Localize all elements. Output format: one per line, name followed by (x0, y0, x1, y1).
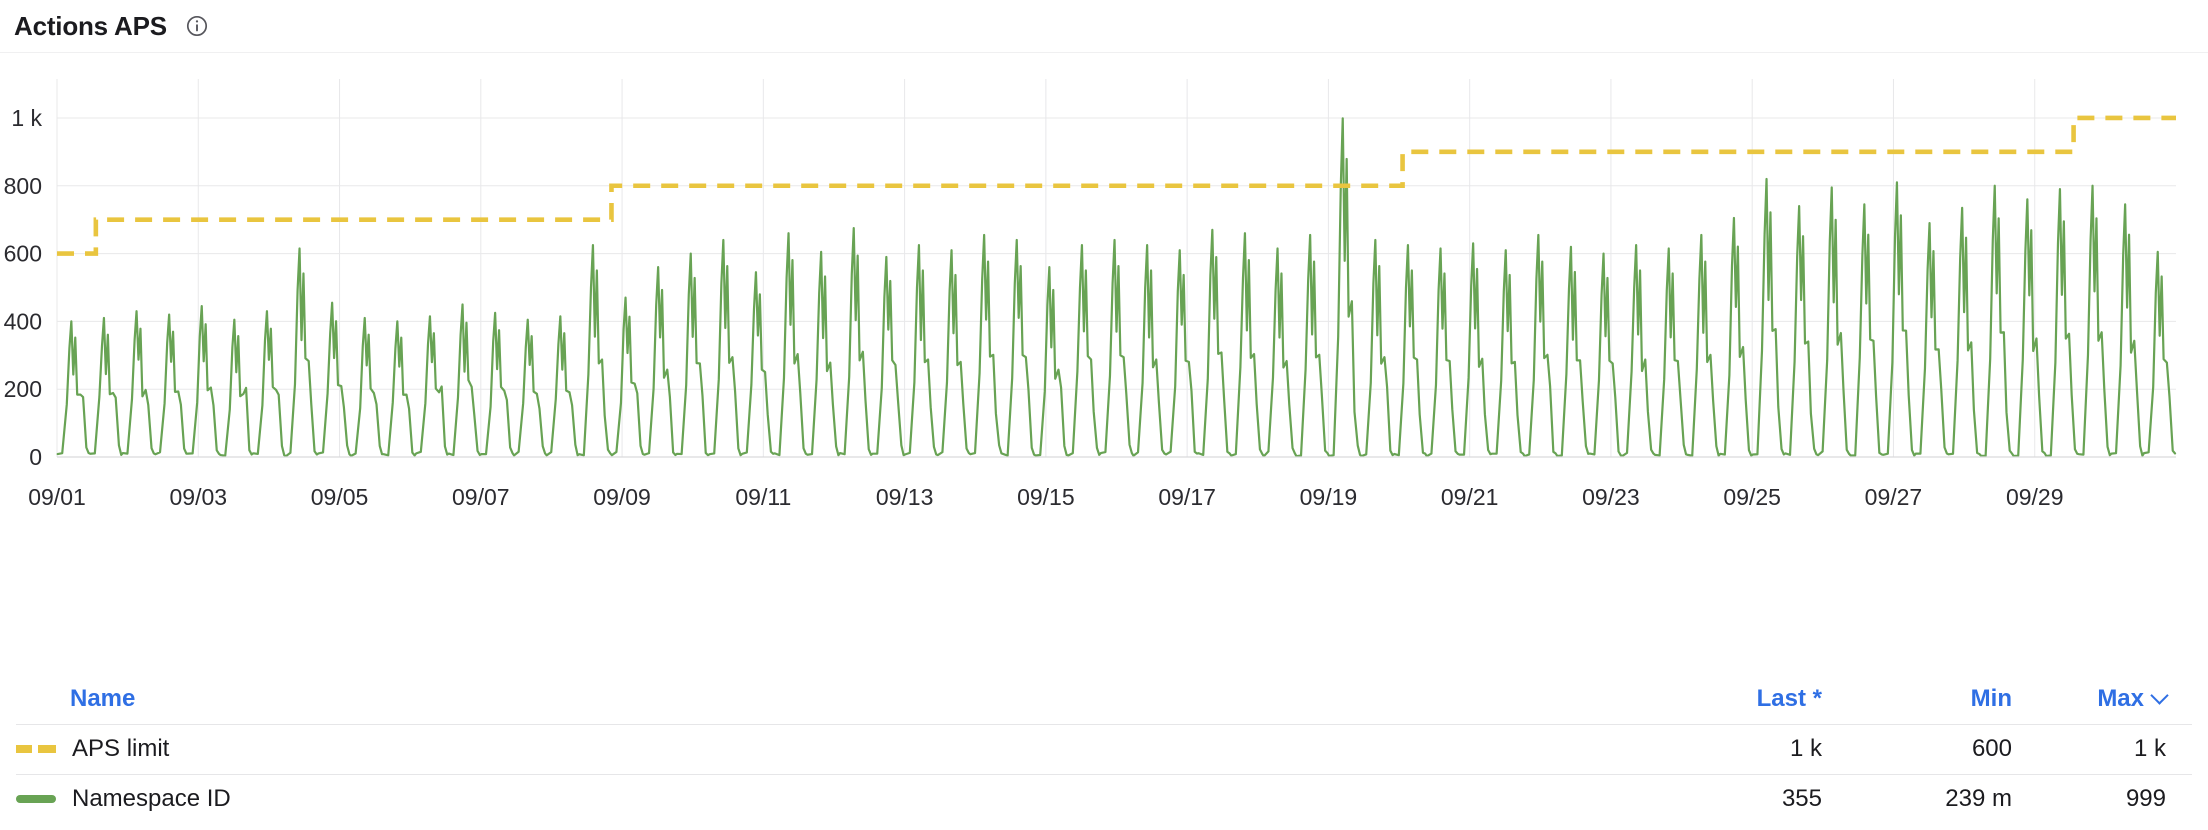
series-swatch-dashed-icon (16, 745, 56, 753)
y-axis-tick-label: 600 (4, 241, 42, 267)
y-axis-tick-label: 800 (4, 173, 42, 199)
x-axis-tick-label: 09/15 (1017, 484, 1075, 510)
x-axis-tick-label: 09/19 (1300, 484, 1358, 510)
series-line-namespace-id[interactable] (56, 117, 2177, 458)
legend-col-max-label: Max (2097, 685, 2144, 712)
legend-col-name[interactable]: Name (70, 685, 136, 712)
chart-area[interactable]: 0 200 400 600 800 1 k 09/01 09/03 09/05 09/07 09/0… (0, 53, 2208, 685)
x-axis-tick-label: 09/01 (28, 484, 86, 510)
series-line-aps-limit[interactable] (57, 115, 2176, 256)
x-axis-tick-label: 09/13 (876, 484, 934, 510)
axis-labels: 0 200 400 600 800 1 k 09/01 09/03 09/05 09/07 09/0… (4, 105, 2064, 510)
y-axis-tick-label: 0 (29, 444, 42, 470)
legend-series-label: Namespace ID (72, 785, 231, 812)
legend-series-name-cell[interactable]: APS limit (16, 725, 1592, 775)
series-swatch-solid-icon (16, 795, 56, 803)
legend-row[interactable]: Namespace ID 355 239 m 999 (16, 774, 2192, 825)
y-axis-tick-label: 200 (4, 376, 42, 402)
legend-series-label: APS limit (72, 735, 170, 762)
legend-series-name-cell[interactable]: Namespace ID (16, 775, 1592, 825)
panel-header: Actions APS (0, 0, 2208, 53)
page-title: Actions APS (14, 10, 167, 41)
x-axis-tick-label: 09/03 (169, 484, 227, 510)
x-axis-tick-label: 09/17 (1158, 484, 1216, 510)
legend-col-max[interactable]: Max (2012, 685, 2192, 725)
legend-value-min: 239 m (1945, 785, 2012, 812)
x-axis-tick-label: 09/25 (1723, 484, 1781, 510)
x-axis-tick-label: 09/05 (311, 484, 369, 510)
y-axis-tick-label: 1 k (11, 105, 42, 131)
legend-col-last[interactable]: Last * (1756, 685, 1822, 712)
legend-header-row: Name Last * Min Max (16, 685, 2192, 725)
legend-value-max: 999 (2125, 785, 2166, 812)
legend-table: Name Last * Min Max APS limit 1 k 600 1 k Na… (0, 685, 2208, 830)
legend-row[interactable]: APS limit 1 k 600 1 k (16, 724, 2192, 775)
legend-value-min: 600 (1971, 735, 2012, 762)
chevron-down-icon[interactable] (2150, 686, 2169, 705)
legend-value-last: 1 k (1789, 735, 1822, 762)
legend-value-max: 1 k (2133, 735, 2166, 762)
info-circle-icon[interactable] (185, 14, 209, 38)
x-axis-tick-label: 09/27 (1865, 484, 1923, 510)
legend-value-last: 355 (1781, 785, 1822, 812)
y-axis-tick-label: 400 (4, 308, 42, 334)
x-axis-tick-label: 09/29 (2006, 484, 2064, 510)
x-axis-tick-label: 09/11 (735, 484, 791, 510)
x-axis-tick-label: 09/09 (593, 484, 651, 510)
x-axis-tick-label: 09/21 (1441, 484, 1499, 510)
x-axis-tick-label: 09/23 (1582, 484, 1640, 510)
aps-timeseries-chart[interactable]: 0 200 400 600 800 1 k 09/01 09/03 09/05 09/07 09/0… (0, 53, 2208, 685)
legend-col-min[interactable]: Min (1970, 685, 2012, 712)
x-axis-tick-label: 09/07 (452, 484, 510, 510)
